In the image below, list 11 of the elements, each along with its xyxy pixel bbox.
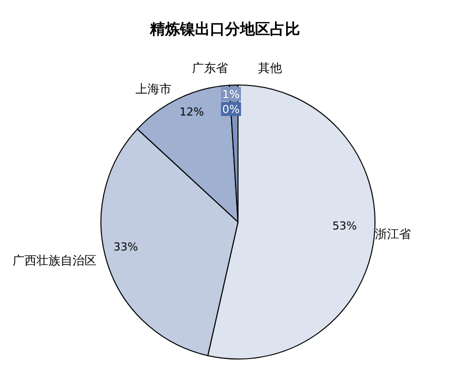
slice-label: 广西壮族自治区	[12, 253, 96, 268]
data-label: 1%	[222, 88, 240, 101]
slice-label: 上海市	[136, 82, 172, 96]
data-label: 12%	[180, 106, 204, 119]
slice-label: 广东省	[192, 61, 228, 75]
chart-title: 精炼镍出口分地区占比	[148, 20, 301, 39]
data-label: 53%	[332, 219, 357, 232]
category-label: 其他	[258, 61, 282, 75]
data-label: 33%	[114, 240, 138, 254]
slice-label: 浙江省	[375, 226, 412, 241]
text: 0%	[222, 103, 240, 116]
